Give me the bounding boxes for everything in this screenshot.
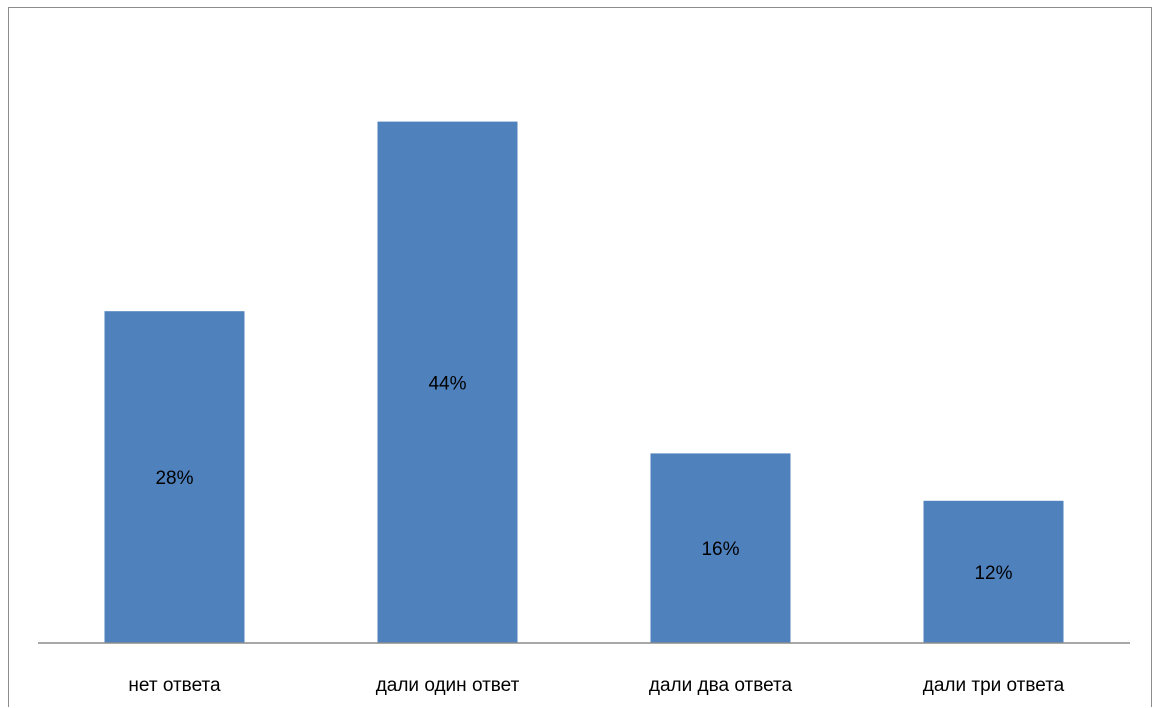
chart-frame xyxy=(8,7,1152,707)
bar-1 xyxy=(104,311,245,643)
bar-4 xyxy=(923,500,1064,643)
category-label-1: нет ответа xyxy=(128,675,221,696)
data-label-4: 12% xyxy=(974,563,1012,584)
bars-layer xyxy=(104,121,1064,644)
category-label-2: дали один ответ xyxy=(376,675,520,696)
category-label-4: дали три ответа xyxy=(923,675,1065,696)
category-label-3: дали два ответа xyxy=(649,675,793,696)
data-label-2: 44% xyxy=(428,373,466,394)
data-label-3: 16% xyxy=(701,539,739,560)
data-label-1: 28% xyxy=(155,468,193,489)
bar-3 xyxy=(650,453,791,643)
labels-layer: 28% нет ответа 44% дали один ответ 16% дали д… xyxy=(128,373,1064,696)
bar-2 xyxy=(377,121,518,644)
